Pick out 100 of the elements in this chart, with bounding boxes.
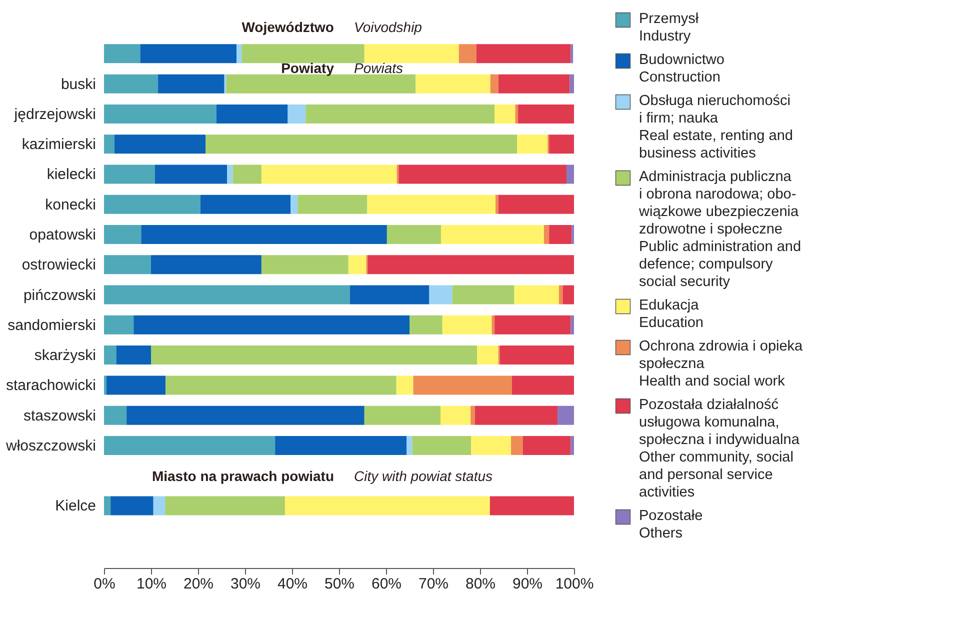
x-tick-label: 30% [230,576,261,592]
bar [364,44,459,64]
bar [570,74,574,94]
legend-label: Edukacja Education [639,298,704,331]
bar [440,225,544,244]
bar [511,436,523,455]
bar [558,285,563,304]
bar [134,315,410,334]
y-tick-label: kazimierski [22,136,96,154]
bar [490,74,498,94]
bar [236,44,242,64]
bar [275,436,407,455]
bar [350,285,430,304]
legend-label: Pozostałe Others [639,508,703,542]
bar [154,164,228,184]
y-tick-label: Kielce [55,498,96,515]
bar [406,436,412,455]
bar [544,225,550,244]
bar [368,255,574,274]
bar [290,194,298,214]
x-tick-label: 60% [371,576,402,592]
bar [288,104,306,124]
bar [104,134,114,154]
y-tick-label: sandomierski [8,316,96,334]
bar [232,164,262,184]
bar [364,406,441,425]
text: Voivodship [354,19,422,36]
bar [494,315,571,334]
bar [558,406,574,425]
bar [570,315,574,334]
bar [518,104,574,124]
y-tick-label: starachowicki [6,377,96,394]
bar [477,346,498,365]
bar [440,406,471,425]
bar [298,194,368,214]
bar [104,285,350,304]
bar [398,164,566,184]
bar [306,104,495,124]
bar [261,164,397,184]
bar [566,164,574,184]
bar [242,44,364,64]
bar [410,315,442,334]
bar [570,436,574,455]
x-tick-label: 10% [136,576,167,592]
bar [104,164,155,184]
bar [512,376,574,395]
bar [442,315,492,334]
bar [104,104,216,124]
legend-label: Przemysł Industry [639,11,700,44]
bar [348,255,366,274]
bar [570,44,574,64]
bar [158,74,224,94]
bar [104,406,127,425]
x-tick-label: 70% [418,576,449,592]
bar [104,255,151,274]
bar [471,436,512,455]
bar [261,255,348,274]
annotation: Powiats [354,60,404,76]
legend-label: Pozostała działalność usługowa komunalna, społeczna i indywidualna Other community, social and personal service activities [639,397,800,500]
annotation: Miasto na prawach powiatu [152,468,334,484]
x-tick-label: 90% [512,576,543,592]
bar [498,74,570,94]
x-tick-label: 0% [94,576,116,592]
bar [104,346,116,365]
bar [412,436,472,455]
bar [386,225,441,244]
bar [116,346,151,365]
bar [104,436,276,455]
y-tick-label: staszowski [23,407,96,424]
y-tick-label: buski [60,76,96,93]
bar [104,315,134,334]
bar [126,406,364,425]
bar [114,134,206,154]
y-tick-label: skarżyski [34,347,96,364]
bar [166,376,396,395]
bar [413,376,512,395]
bar [226,74,416,94]
bar [141,225,387,244]
bar [104,194,200,214]
x-tick-label: 20% [183,576,214,592]
bar [498,194,574,214]
bar [104,44,140,64]
y-tick-label: jędrzejowski [13,106,96,123]
x-tick-label: 40% [277,576,308,592]
legend-label: Budownictwo Construction [639,52,724,86]
bar [496,194,498,214]
y-tick-label: konecki [45,196,96,214]
x-tick-label: 50% [324,576,355,592]
bar [140,44,237,64]
bar [396,376,414,395]
bar [500,346,574,365]
bar [206,134,518,154]
legend-label: Obsługa nieruchomości i firm; nauka Real estate, renting and business activities [639,93,793,162]
bar [494,104,516,124]
bar [151,346,478,365]
bar [517,134,548,154]
bar [476,44,571,64]
bar [104,74,158,94]
y-tick-label: ostrowiecki [22,256,96,274]
bar [458,44,476,64]
